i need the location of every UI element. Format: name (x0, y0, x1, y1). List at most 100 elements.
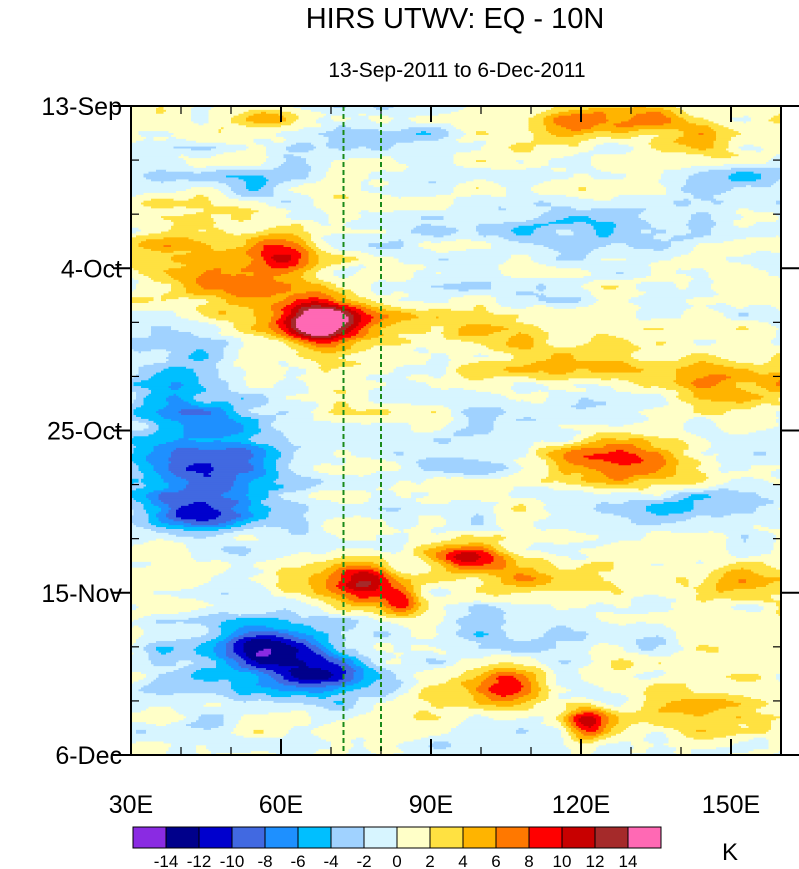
contour-cell (426, 610, 447, 613)
contour-cell (133, 509, 147, 513)
contour-cell (311, 237, 322, 240)
contour-cell (276, 293, 295, 296)
contour-cell (298, 262, 310, 265)
contour-cell (656, 343, 665, 347)
contour-cell (711, 571, 727, 575)
contour-cell (451, 438, 575, 441)
contour-cell (703, 133, 717, 136)
contour-cell (736, 134, 781, 138)
contour-cell (236, 476, 260, 480)
contour-cell (176, 509, 220, 513)
contour-cell (456, 163, 550, 167)
contour-cell (381, 192, 452, 196)
contour-cell (371, 496, 402, 499)
contour-cell (176, 474, 205, 478)
contour-cell (131, 341, 230, 345)
contour-cell (278, 617, 352, 621)
contour-cell (418, 556, 430, 559)
contour-cell (496, 513, 552, 517)
contour-cell (713, 295, 781, 298)
contour-cell (348, 598, 387, 602)
contour-cell (201, 623, 222, 627)
contour-cell (746, 581, 775, 584)
contour-cell (621, 592, 700, 596)
contour-cell (138, 372, 157, 376)
contour-cell (493, 509, 515, 513)
contour-cell (668, 513, 732, 517)
contour-cell (558, 467, 590, 470)
contour-cell (623, 478, 640, 482)
contour-cell (473, 308, 487, 312)
contour-cell (308, 505, 495, 509)
contour-cell (483, 581, 502, 584)
contour-cell (443, 426, 467, 430)
contour-cell (411, 229, 460, 233)
contour-cell (483, 521, 497, 524)
contour-cell (408, 540, 442, 544)
contour-cell (168, 403, 192, 406)
contour-cell (296, 326, 342, 329)
contour-cell (338, 335, 352, 339)
contour-cell (133, 513, 150, 517)
contour-cell (643, 420, 687, 424)
contour-cell (131, 192, 145, 196)
contour-cell (313, 144, 327, 148)
contour-cell (168, 401, 190, 405)
contour-cell (278, 449, 297, 453)
contour-cell (311, 235, 325, 238)
contour-cell (196, 440, 215, 443)
contour-cell (341, 633, 375, 636)
contour-cell (191, 331, 220, 335)
contour-cell (493, 376, 530, 379)
contour-cell (658, 469, 677, 472)
contour-cell (576, 345, 640, 349)
contour-cell (586, 480, 635, 484)
contour-cell (278, 457, 295, 461)
contour-cell (373, 345, 487, 349)
contour-cell (463, 165, 542, 169)
contour-cell (301, 337, 310, 341)
contour-cell (526, 455, 540, 459)
contour-cell (156, 619, 227, 623)
contour-cell (686, 301, 781, 304)
contour-cell (366, 306, 380, 310)
contour-cell (696, 378, 727, 381)
contour-cell (373, 106, 395, 109)
contour-cell (276, 447, 300, 451)
contour-cell (326, 530, 402, 534)
contour-cell (131, 169, 157, 173)
contour-cell (136, 391, 152, 395)
contour-cell (283, 140, 330, 144)
contour-cell (221, 631, 235, 634)
contour-cell (321, 463, 332, 466)
contour-cell (183, 285, 202, 289)
contour-cell (411, 341, 475, 345)
contour-cell (593, 492, 612, 495)
contour-cell (678, 397, 700, 401)
contour-cell (286, 372, 307, 376)
contour-cell (683, 133, 700, 136)
contour-cell (298, 250, 310, 254)
contour-cell (131, 592, 155, 596)
contour-cell (763, 478, 781, 482)
contour-cell (223, 571, 265, 575)
contour-cell (246, 181, 267, 184)
contour-cell (428, 351, 505, 354)
contour-cell (483, 144, 512, 148)
contour-cell (573, 629, 675, 632)
contour-cell (541, 225, 595, 229)
contour-cell (336, 351, 360, 354)
contour-cell (633, 106, 647, 109)
contour-cell (393, 291, 405, 294)
contour-cell (316, 639, 330, 642)
contour-cell (646, 505, 695, 509)
contour-cell (136, 604, 215, 607)
contour-cell (153, 445, 260, 449)
contour-cell (286, 146, 317, 150)
contour-cell (491, 544, 502, 547)
contour-cell (473, 600, 482, 604)
contour-cell (131, 285, 137, 289)
contour-cell (238, 391, 310, 395)
contour-cell (423, 264, 500, 267)
contour-cell (146, 494, 160, 497)
